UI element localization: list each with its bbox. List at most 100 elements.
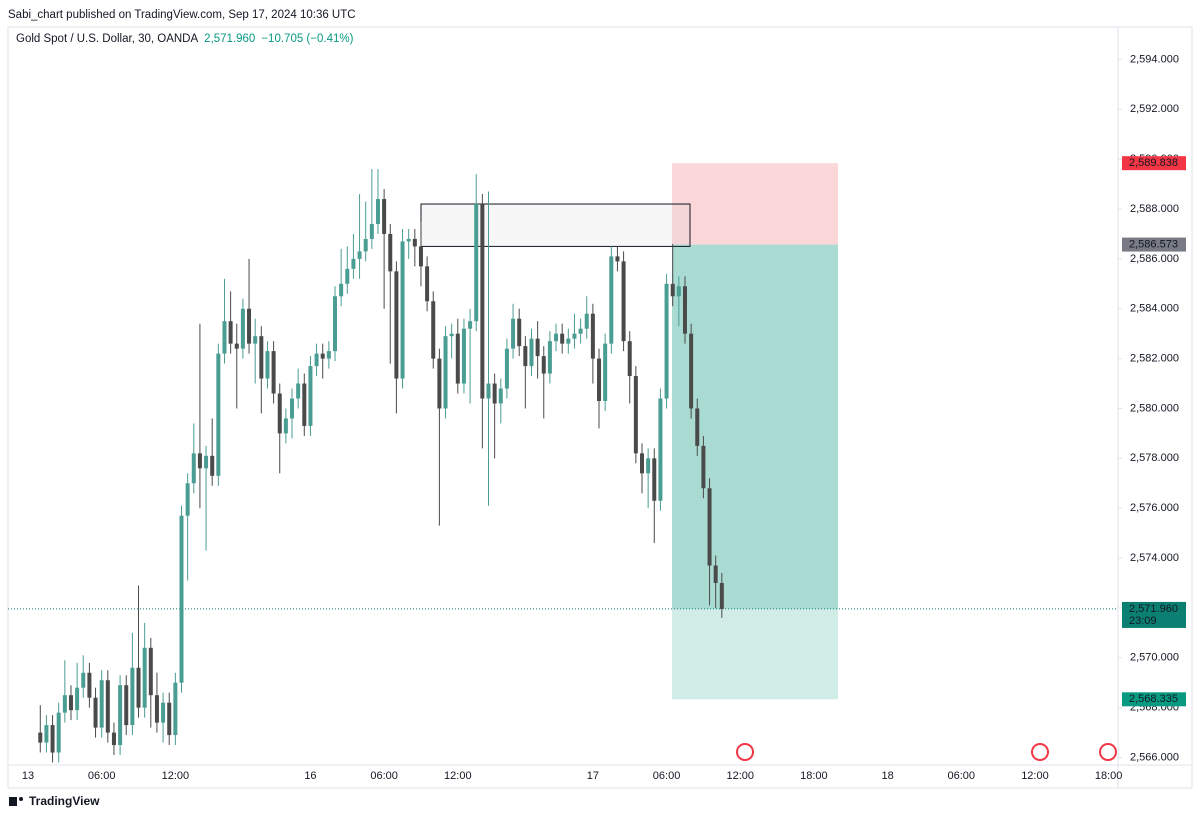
candle-body [351,258,356,269]
event-flag [1099,743,1117,761]
candle-body [105,680,110,733]
candle-body [375,199,380,224]
symbol: Gold Spot / U.S. Dollar, 30, OANDA [16,33,198,45]
countdown: 23:09 [1129,615,1157,627]
candle-body [578,328,583,334]
stop-zone [672,163,838,245]
candle-body [461,328,466,384]
candle-body [99,680,104,728]
candle-body [658,398,663,501]
candle-body [308,366,313,426]
x-tick-label: 12:00 [726,770,754,782]
candle-body [541,356,546,374]
x-tick-label: 18:00 [800,770,828,782]
candle-body [627,341,632,377]
candle-layer [38,169,724,763]
candle-body [670,283,675,297]
candle-body [633,376,638,454]
candle-body [566,338,571,344]
candle-body [111,732,116,746]
price-box [1122,601,1186,628]
candle-body [597,358,602,401]
candle-body [474,204,479,322]
y-tick-label: 2,578.000 [1130,452,1179,464]
candle-body [664,283,669,399]
event-flags [736,743,1117,761]
event-flag [736,743,754,761]
candle-body [222,321,227,354]
candle-body [695,408,700,446]
candle-body [283,418,288,434]
candle-body [62,695,67,713]
x-tick-label: 18 [881,770,893,782]
candle-body [615,256,620,262]
candle-body [517,318,522,347]
candle-body [240,308,245,349]
candle-body [560,333,565,344]
candle-body [455,333,460,384]
candle-body [93,697,98,728]
candle-body [345,268,350,284]
candle-body [719,582,724,609]
candle-body [529,338,534,367]
candle-body [234,343,239,349]
candle-body [56,712,61,753]
candle-body [369,223,374,239]
y-tick-label: 2,594.000 [1130,53,1179,65]
candle-body [197,453,202,469]
y-tick-label: 2,586.000 [1130,253,1179,265]
candle-body [357,251,362,259]
y-tick-label: 2,588.000 [1130,203,1179,215]
candle-body [443,336,448,409]
candle-body [339,283,344,297]
candle-body [259,336,264,379]
candle-body [247,308,252,344]
candle-body [590,313,595,359]
candle-body [314,353,319,367]
candle-body [621,261,626,342]
y-tick-label: 2,574.000 [1130,552,1179,564]
x-tick-label: 06:00 [88,770,116,782]
candle-body [394,271,399,379]
candle-body [277,393,282,434]
candle-body [523,346,528,367]
x-tick-label: 17 [587,770,599,782]
candle-body [676,286,681,297]
candle-body [271,351,276,394]
price-box-label: 2,571.960 [1129,603,1178,615]
y-tick-label: 2,582.000 [1130,353,1179,365]
candle-body [210,455,215,476]
candle-body [118,685,123,746]
candle-body [333,296,337,352]
y-tick-label: 2,576.000 [1130,502,1179,514]
brand-logo [19,797,23,801]
candle-body [412,238,417,247]
candle-body [173,682,178,736]
candle-body [185,483,190,516]
candle-body [603,343,608,401]
candle-body [204,455,209,469]
axis-layer: 2,566.0002,568.0002,570.0002,572.0002,57… [22,53,1186,782]
candle-body [388,233,393,272]
x-tick-label: 06:00 [370,770,398,782]
candle-body [161,702,166,723]
brand: TradingView [9,794,100,808]
x-tick-label: 06:00 [948,770,976,782]
price-box [1122,156,1186,171]
candle-body [50,725,55,753]
y-tick-label: 2,566.000 [1130,751,1179,763]
candle-body [320,353,325,359]
candle-body [296,383,301,399]
candle-body [468,321,473,329]
x-tick-label: 12:00 [1021,770,1049,782]
candle-body [486,383,491,399]
candle-body [191,453,196,484]
price-box-label: 2,586.573 [1129,238,1178,250]
candle-body [511,318,516,349]
chart-frame [7,26,1193,789]
candle-body [81,672,86,688]
candle-body [572,333,577,339]
price-box-label: 2,589.838 [1129,157,1178,169]
candle-body [228,321,233,344]
